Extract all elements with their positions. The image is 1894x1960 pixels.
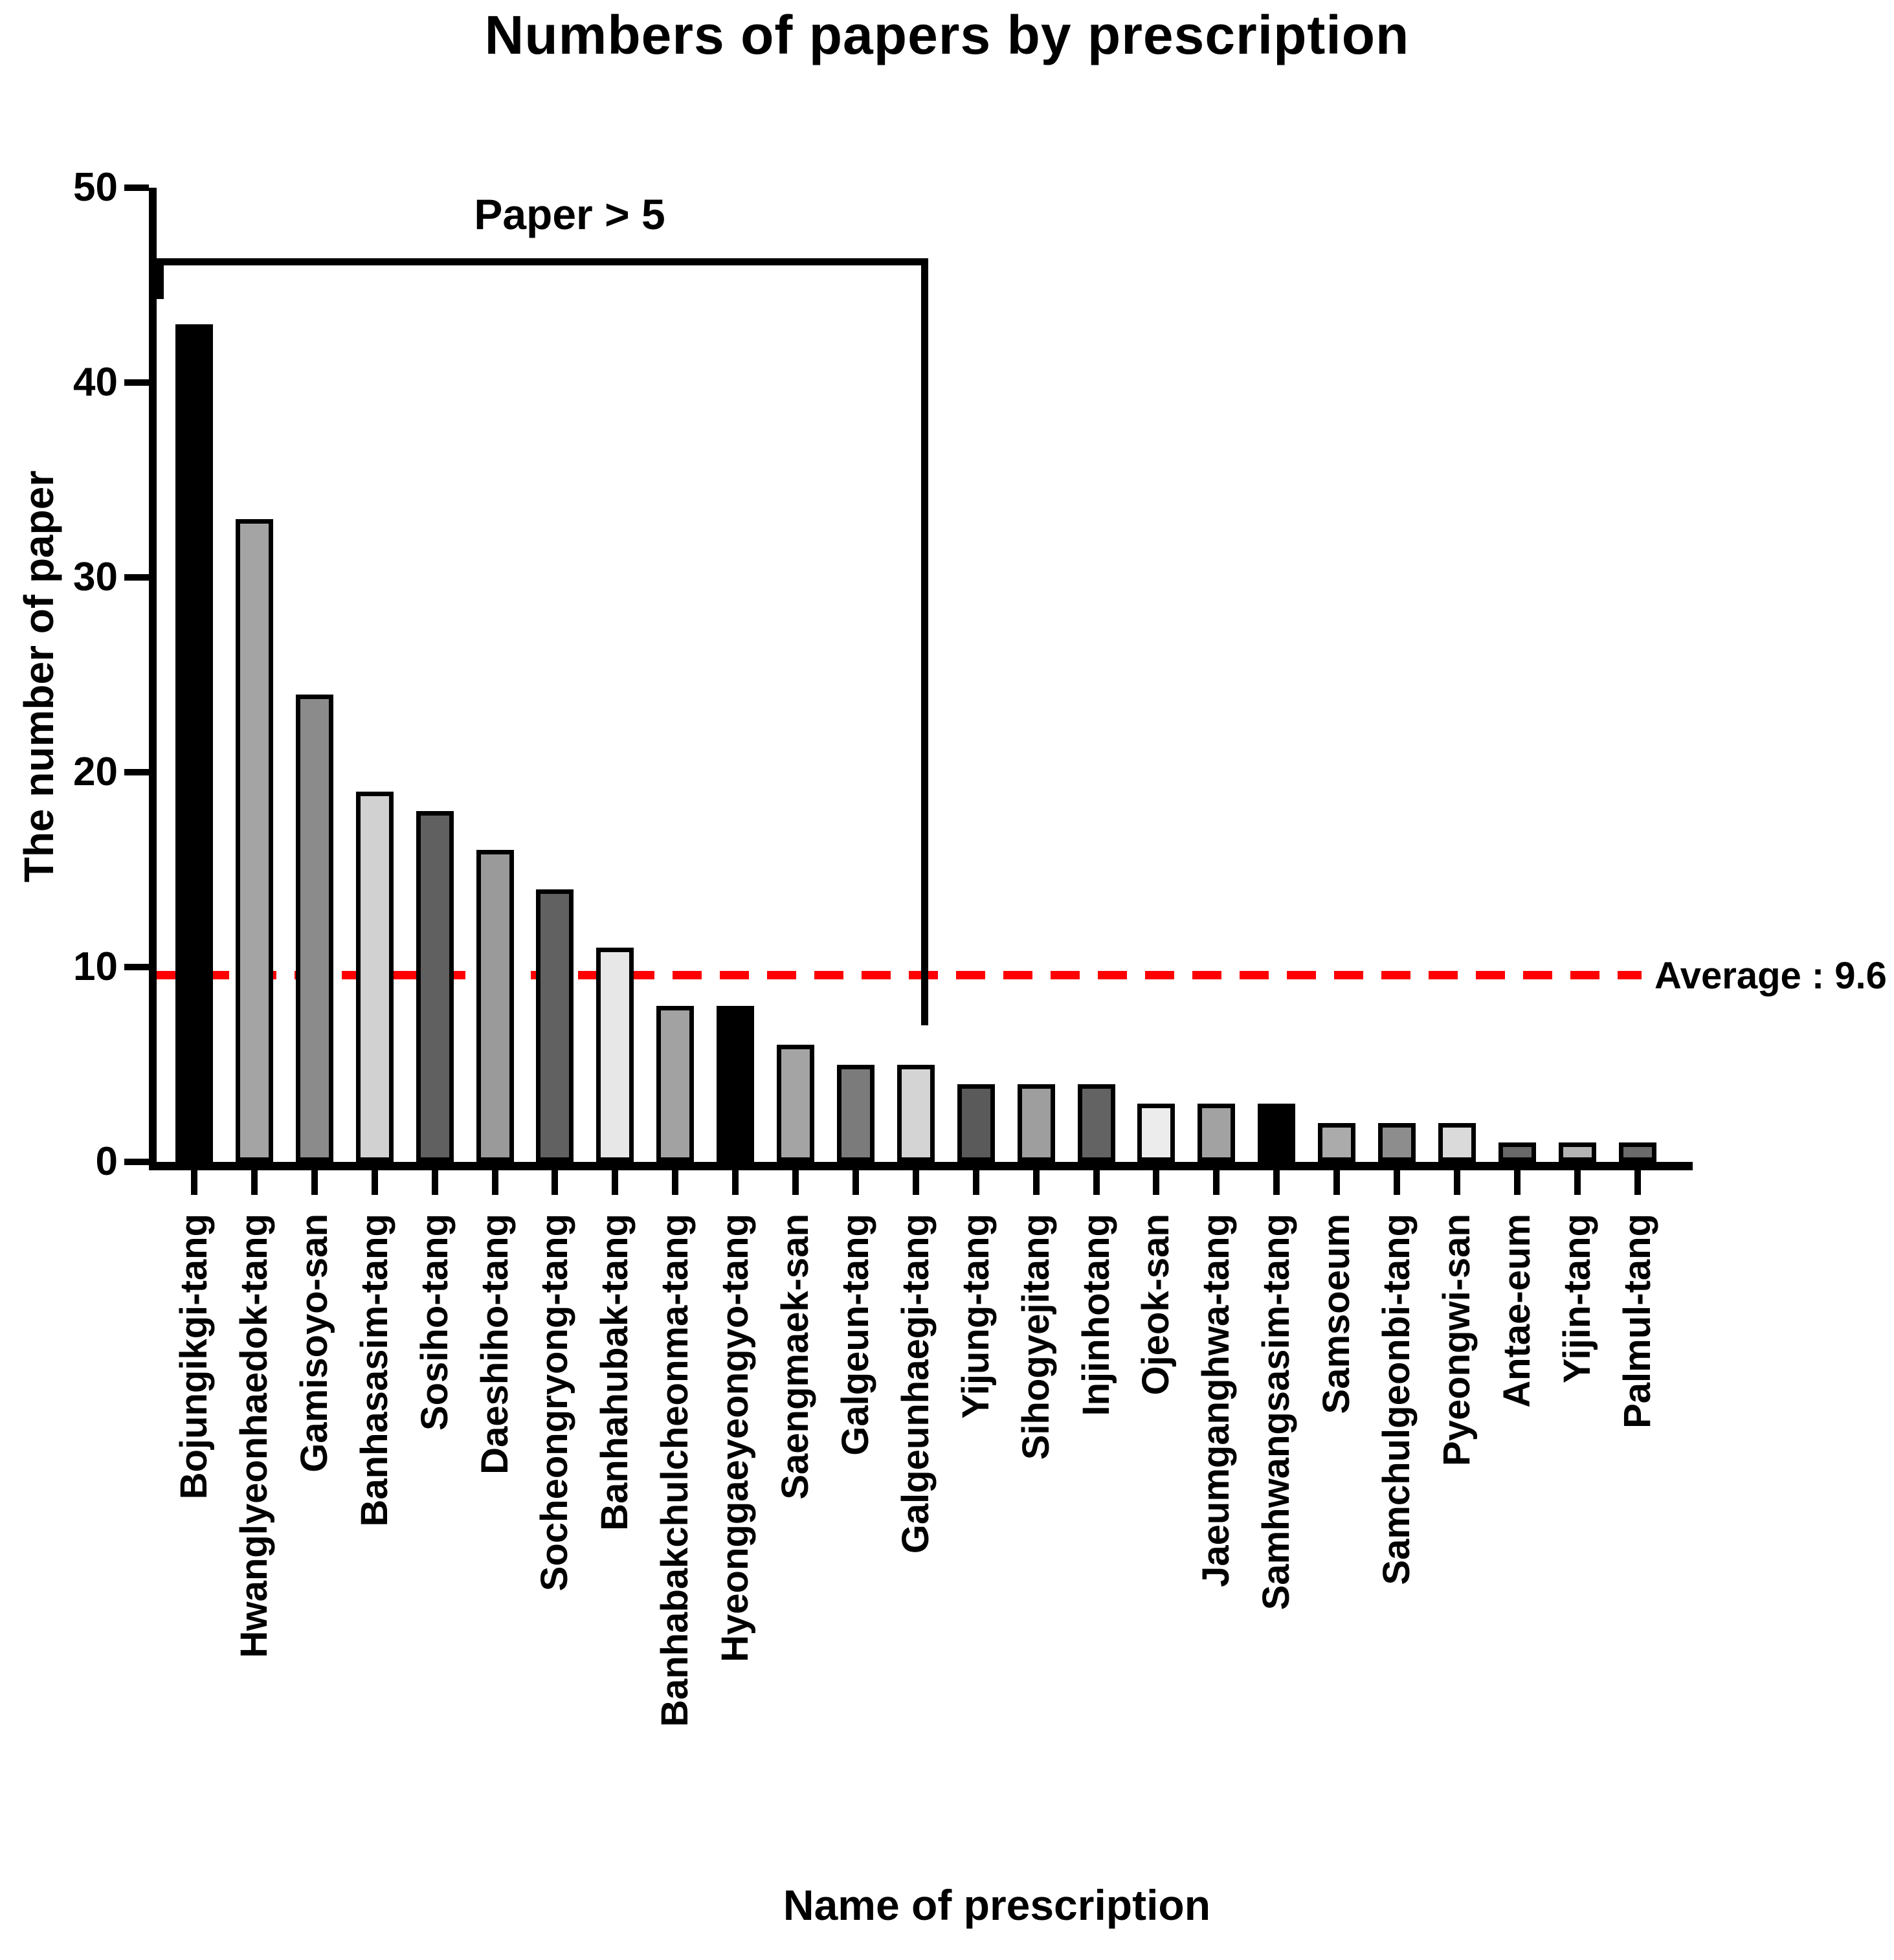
x-tick-label-1: Hwanglyeonhaedok-tang: [232, 1214, 275, 1658]
bracket-horizontal-line: [157, 258, 928, 265]
bar-Banhahubak-tang: [596, 947, 634, 1162]
bar-Samsoeum: [1318, 1122, 1356, 1162]
y-tick-30: [124, 574, 149, 581]
x-tick-20: [1394, 1170, 1400, 1195]
y-axis-line: [149, 188, 157, 1170]
bar-Gamisoyo-san: [295, 694, 333, 1162]
bar-Saengmaek-san: [777, 1045, 814, 1162]
y-tick-50: [124, 184, 149, 191]
x-tick-label-22: Antae-eum: [1495, 1214, 1538, 1408]
x-tick-label-8: Banhabakchulcheonma-tang: [654, 1214, 696, 1727]
x-tick-label-6: Socheongryong-tang: [533, 1214, 576, 1592]
x-tick-5: [491, 1170, 498, 1195]
bar-Yijung-tang: [957, 1084, 995, 1162]
y-axis-title: The number of paper: [16, 470, 62, 883]
x-tick-16: [1153, 1170, 1160, 1195]
x-tick-label-5: Daeshiho-tang: [473, 1214, 516, 1475]
x-tick-label-17: Jaeumganghwa-tang: [1195, 1214, 1238, 1587]
bar-Jaeumganghwa-tang: [1198, 1103, 1236, 1162]
y-tick-label-0: 0: [95, 1139, 118, 1184]
bar-Injinhotang: [1077, 1084, 1115, 1162]
x-tick-13: [972, 1170, 979, 1195]
average-line-label: Average : 9.6: [1654, 955, 1887, 997]
bar-Samhwangsasim-tang: [1258, 1103, 1296, 1162]
bar-Sosiho-tang: [416, 811, 454, 1162]
x-tick-18: [1273, 1170, 1280, 1195]
y-tick-10: [124, 964, 149, 970]
bar-Galgeun-tang: [836, 1064, 875, 1162]
bar-Hwanglyeonhaedok-tang: [235, 518, 273, 1162]
y-tick-20: [124, 769, 149, 775]
x-tick-label-9: Hyeonggaeyeongyo-tang: [714, 1214, 757, 1662]
x-tick-23: [1574, 1170, 1581, 1195]
x-tick-label-20: Samchulgeonbi-tang: [1376, 1214, 1418, 1585]
x-tick-label-3: Banhasasim-tang: [353, 1214, 396, 1527]
y-tick-40: [124, 379, 149, 386]
bar-Yijin-tang: [1558, 1142, 1596, 1162]
y-tick-label-30: 30: [73, 555, 118, 599]
x-axis-line: [149, 1162, 1693, 1170]
x-tick-label-21: Pyeongwi-san: [1435, 1214, 1478, 1466]
x-tick-1: [251, 1170, 258, 1195]
x-tick-3: [371, 1170, 378, 1195]
bracket-left-tick: [157, 258, 164, 299]
x-tick-label-12: Galgeunhaegi-tang: [894, 1214, 937, 1554]
y-tick-label-50: 50: [73, 165, 118, 210]
x-tick-label-7: Banhahubak-tang: [594, 1214, 636, 1531]
x-tick-2: [311, 1170, 318, 1195]
x-tick-15: [1093, 1170, 1100, 1195]
bracket-right-line: [920, 258, 928, 1026]
x-tick-14: [1032, 1170, 1040, 1195]
x-tick-label-2: Gamisoyo-san: [293, 1214, 335, 1473]
x-tick-label-16: Ojeok-san: [1135, 1214, 1177, 1396]
x-tick-22: [1513, 1170, 1521, 1195]
average-dashed-line: [153, 971, 1642, 980]
x-tick-6: [551, 1170, 559, 1195]
x-tick-10: [792, 1170, 799, 1195]
x-tick-17: [1213, 1170, 1220, 1195]
x-tick-21: [1453, 1170, 1460, 1195]
bar-Banhasasim-tang: [355, 792, 394, 1162]
bar-Sihogyejitang: [1017, 1084, 1055, 1162]
bar-Daeshiho-tang: [476, 850, 514, 1162]
y-tick-label-10: 10: [73, 944, 118, 989]
x-tick-label-11: Galgeun-tang: [834, 1214, 876, 1456]
x-tick-label-18: Samhwangsasim-tang: [1255, 1214, 1298, 1610]
x-tick-24: [1634, 1170, 1641, 1195]
bar-Palmul-tang: [1618, 1142, 1656, 1162]
x-tick-label-0: Bojungikgi-tang: [173, 1214, 215, 1500]
x-tick-7: [612, 1170, 619, 1195]
x-tick-4: [431, 1170, 438, 1195]
bar-Bojungikgi-tang: [175, 324, 213, 1162]
bar-Hyeonggaeyeongyo-tang: [717, 1006, 755, 1162]
bar-Socheongryong-tang: [536, 889, 574, 1162]
x-tick-label-14: Sihogyejitang: [1014, 1214, 1057, 1460]
x-tick-0: [191, 1170, 197, 1195]
bar-Samchulgeonbi-tang: [1378, 1122, 1416, 1162]
x-tick-label-23: Yijin-tang: [1555, 1214, 1598, 1384]
bar-Pyeongwi-san: [1438, 1122, 1476, 1162]
x-tick-label-10: Saengmaek-san: [774, 1214, 816, 1500]
bracket-annotation-label: Paper > 5: [474, 190, 665, 238]
bar-Antae-eum: [1498, 1142, 1536, 1162]
bar-Banhabakchulcheonma-tang: [656, 1006, 695, 1162]
x-tick-19: [1333, 1170, 1341, 1195]
x-tick-9: [732, 1170, 739, 1195]
y-tick-label-20: 20: [73, 750, 118, 794]
x-tick-label-19: Samsoeum: [1315, 1214, 1358, 1414]
x-tick-label-13: Yijung-tang: [954, 1214, 997, 1419]
x-tick-12: [912, 1170, 919, 1195]
x-tick-label-4: Sosiho-tang: [413, 1214, 456, 1431]
x-tick-label-24: Palmul-tang: [1616, 1214, 1658, 1429]
x-tick-8: [672, 1170, 679, 1195]
y-tick-0: [124, 1159, 149, 1165]
bar-Ojeok-san: [1137, 1103, 1175, 1162]
x-tick-11: [852, 1170, 859, 1195]
y-tick-label-40: 40: [73, 360, 118, 405]
bar-Galgeunhaegi-tang: [897, 1064, 935, 1162]
x-axis-title: Name of prescription: [783, 1881, 1211, 1929]
chart-title: Numbers of papers by prescription: [484, 5, 1410, 65]
x-tick-label-15: Injinhotang: [1075, 1214, 1117, 1416]
